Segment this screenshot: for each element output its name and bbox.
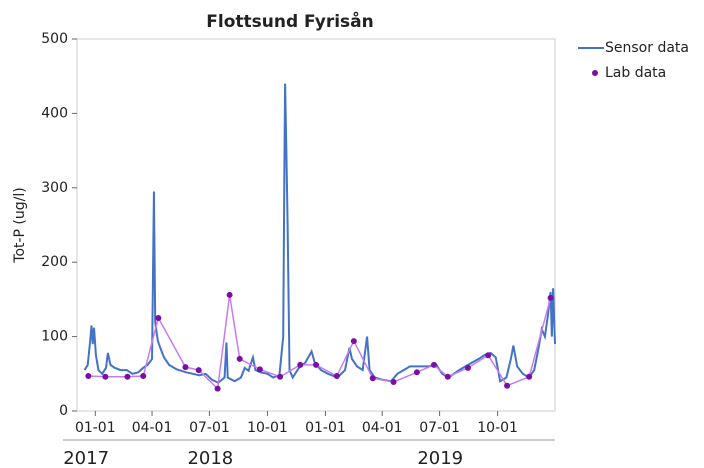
lab-point [504,382,511,389]
x-tick-label: 04-01 [132,420,173,436]
x-tick-label: 07-01 [189,420,230,436]
y-axis-label: Tot-P (ug/l) [12,187,28,263]
x-tick-label: 04-01 [362,420,403,436]
lab-point [369,375,376,382]
lab-point [464,364,471,371]
y-tick-label: 0 [59,403,68,419]
lab-point [277,373,284,380]
lab-point [297,361,304,368]
lab-point [195,367,202,374]
lab-point [256,366,263,373]
x-tick-label: 01-01 [305,420,346,436]
lab-point [182,364,189,371]
lab-point [485,352,492,359]
lab-point [155,315,162,321]
lab-point [214,385,221,392]
x-tick-label: 07-01 [419,420,460,436]
lab-point [236,355,243,362]
lab-point [85,373,92,380]
lab-point [350,338,357,345]
lab-point [313,361,319,368]
lab-point [102,373,109,380]
y-tick-label: 100 [41,329,68,345]
x-tick-label: 10-01 [247,420,288,436]
y-tick-label: 200 [41,254,68,270]
lab-point [413,369,420,376]
x-tick-label: 01-01 [75,420,116,436]
chart-title: Flottsund Fyrisån [206,10,373,32]
lab-point [140,373,147,380]
lab-point [333,373,340,380]
y-tick-label: 400 [41,105,68,121]
year-label: 2017 [63,448,109,468]
lab-point [547,294,554,301]
lab-point [124,373,131,380]
lab-point [430,361,437,368]
lab-point [226,291,233,298]
x-tick-label: 10-01 [477,420,518,436]
lab-point [526,373,533,380]
sensor-line [83,83,556,384]
legend-label: Sensor data [605,40,689,56]
year-label: 2019 [417,448,463,468]
year-label: 2018 [187,448,233,468]
lab-point [444,373,451,380]
lab-line [88,294,552,391]
y-tick-label: 500 [41,31,68,47]
lab-point [390,378,397,385]
plot-frame [76,38,556,412]
y-tick-label: 300 [41,180,68,196]
legend-label: Lab data [605,65,666,81]
legend-swatch [592,70,598,76]
